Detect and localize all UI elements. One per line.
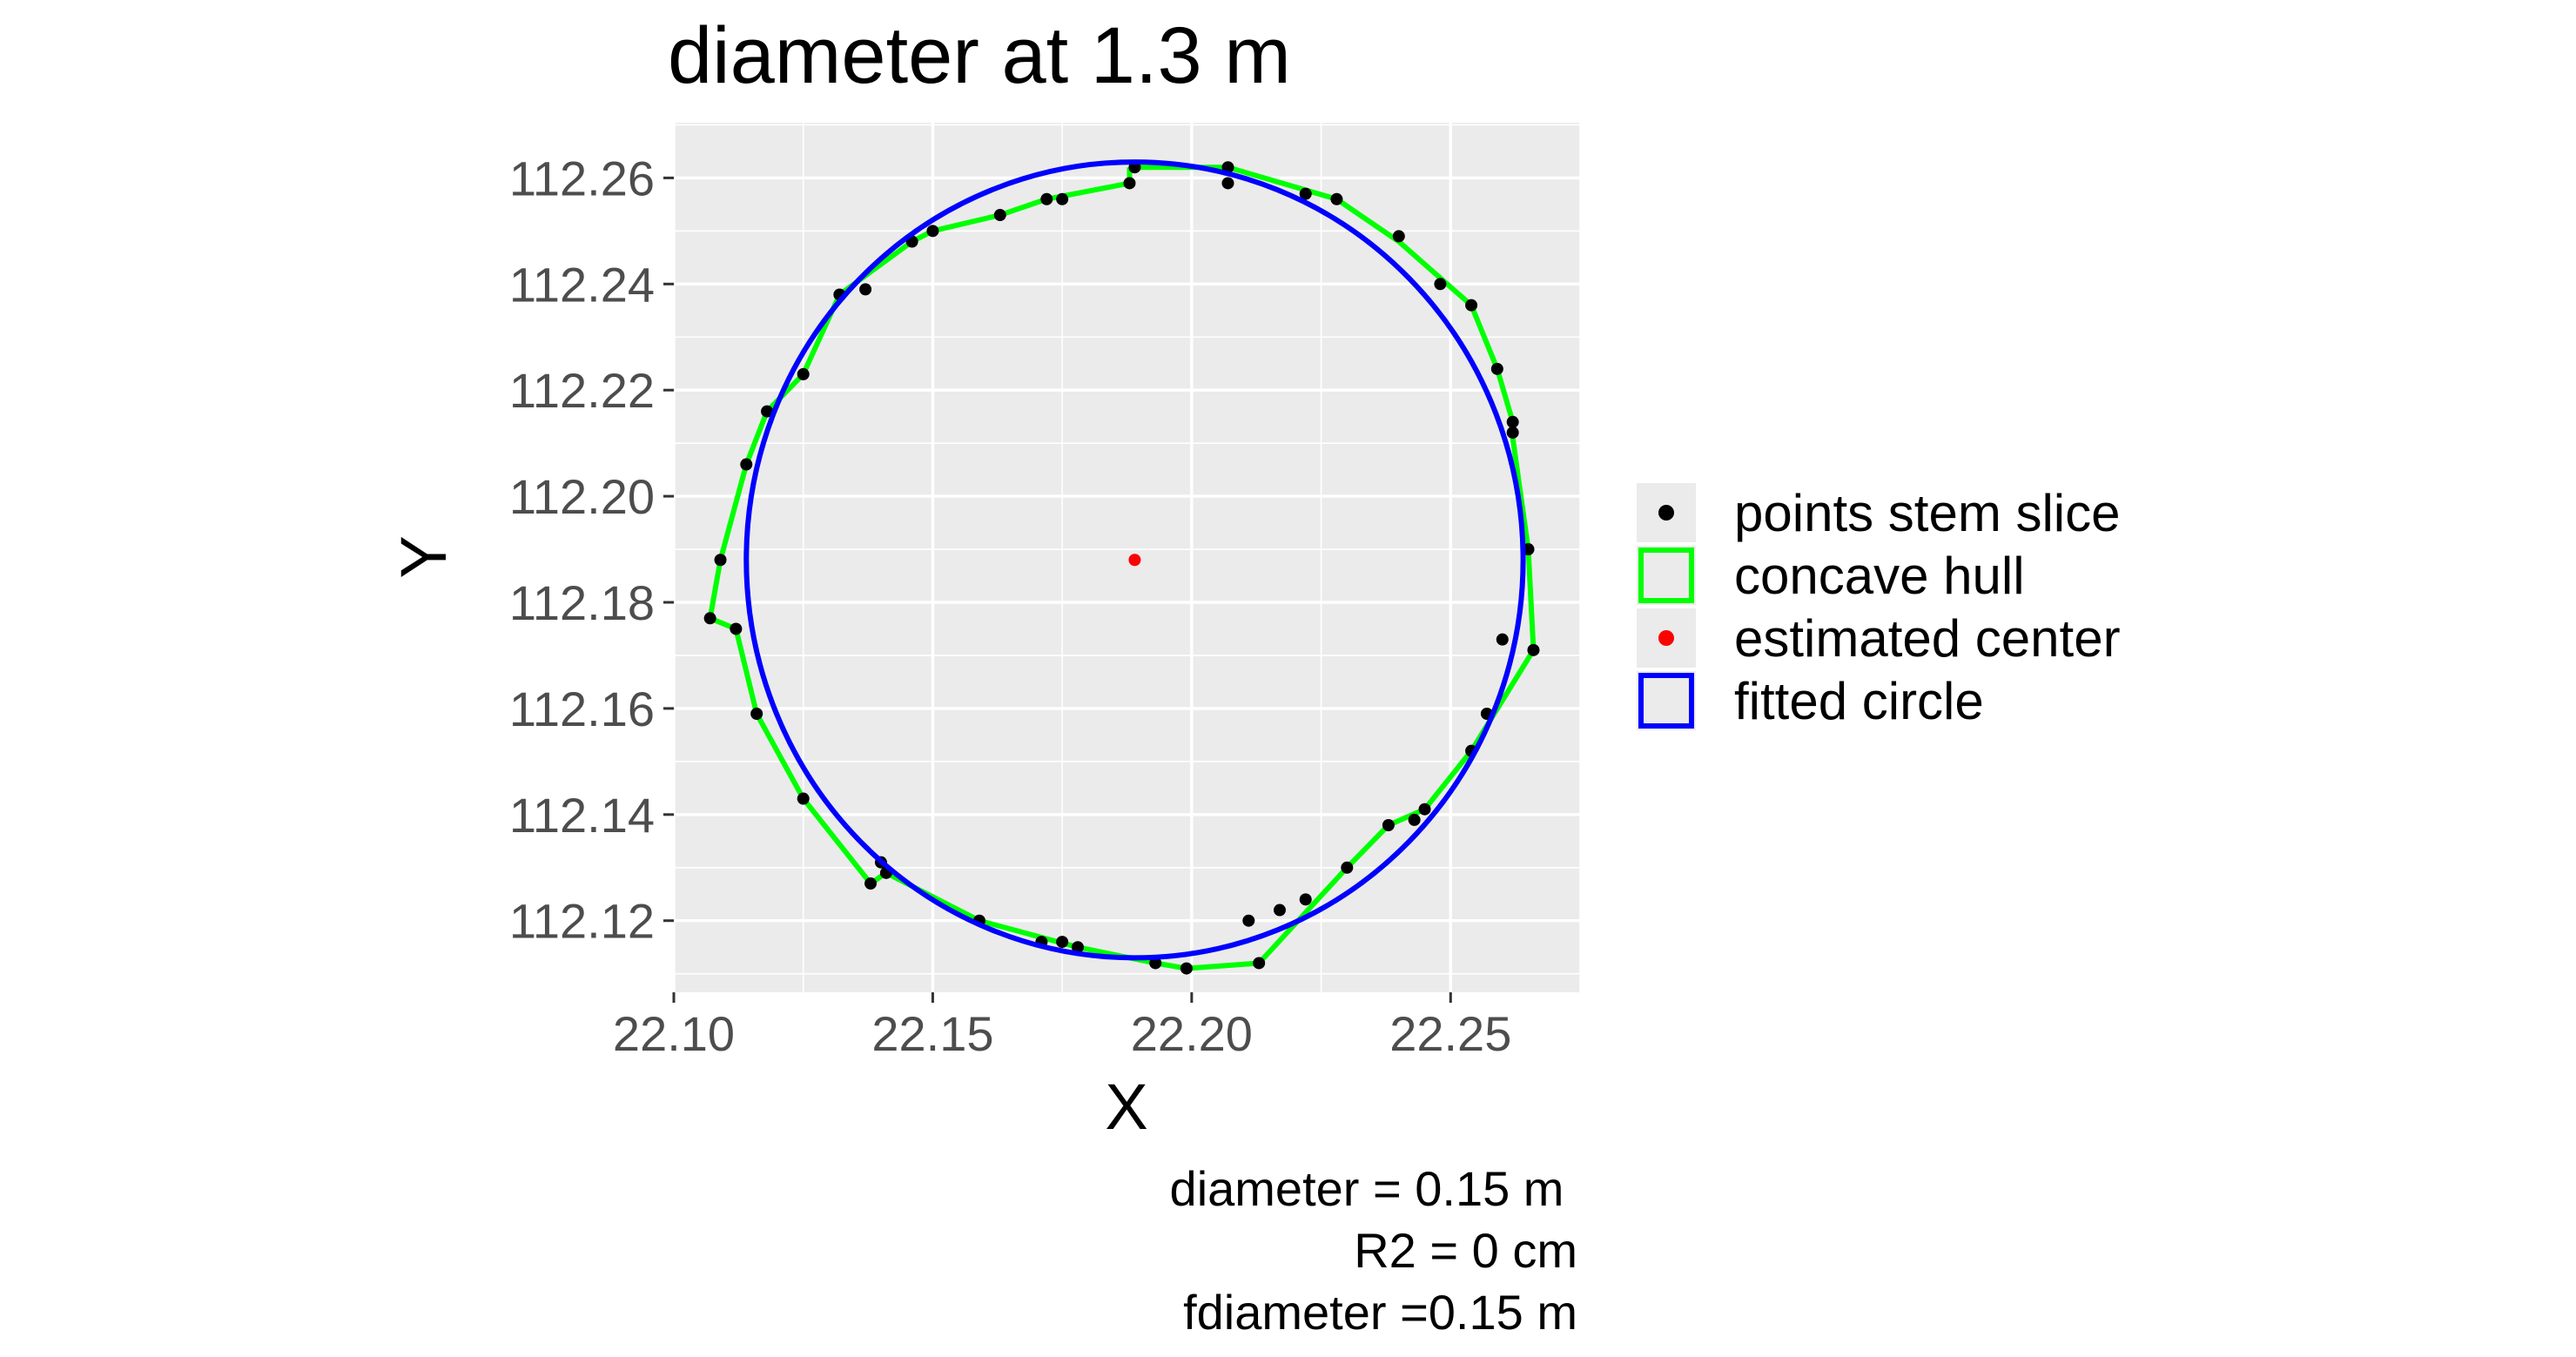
stem-slice-point [740, 458, 753, 471]
stem-slice-point [864, 877, 878, 890]
plot-panel [674, 123, 1580, 992]
stem-slice-point [750, 708, 763, 721]
stem-slice-point [1056, 192, 1069, 205]
x-tick-label: 22.25 [1389, 1006, 1511, 1061]
stem-slice-point [730, 622, 743, 635]
stem-slice-point [1299, 893, 1312, 906]
stem-slice-point [1149, 957, 1162, 970]
stem-slice-point [1496, 633, 1509, 646]
x-axis-title: X [1105, 1071, 1147, 1143]
stem-slice-point [1253, 957, 1266, 970]
legend-key-point [1658, 505, 1674, 521]
x-tick-label: 22.15 [871, 1006, 993, 1061]
legend-key-box [1638, 673, 1694, 729]
stem-slice-point [1299, 187, 1312, 200]
caption-r2: R2 = 0 cm [1354, 1223, 1577, 1278]
y-tick-label: 112.24 [509, 257, 655, 312]
stem-slice-point [1506, 426, 1519, 439]
stem-slice-point [1527, 643, 1540, 656]
stem-slice-point [761, 405, 774, 418]
stem-slice-point [1221, 177, 1234, 190]
stem-slice-point [993, 209, 1006, 222]
stem-slice-point [714, 554, 727, 567]
stem-slice-point [1040, 192, 1053, 205]
stem-slice-point [1392, 230, 1405, 243]
stem-slice-point [1071, 941, 1084, 954]
stem-slice-point [1434, 278, 1447, 291]
stem-slice-point [1408, 813, 1421, 826]
y-tick-label: 112.12 [509, 894, 655, 949]
y-tick-label: 112.14 [509, 788, 655, 843]
legend-key-box [1638, 548, 1694, 603]
stem-slice-point [1506, 415, 1519, 428]
legend-label: fitted circle [1734, 672, 1984, 730]
estimated-center-point [1128, 554, 1141, 567]
stem-slice-point [1341, 861, 1354, 874]
chart-title: diameter at 1.3 m [668, 11, 1291, 100]
caption-diameter: diameter = 0.15 m [1170, 1161, 1577, 1216]
stem-slice-point [1330, 192, 1343, 205]
stem-slice-point [703, 612, 716, 625]
stem-slice-point [1418, 803, 1431, 816]
stem-slice-point [1273, 904, 1286, 917]
stem-slice-point [859, 283, 872, 296]
y-tick-label: 112.18 [509, 575, 655, 630]
stem-slice-point [1056, 936, 1069, 949]
y-axis-title: Y [387, 535, 460, 578]
y-tick-label: 112.20 [509, 469, 655, 524]
caption-fdiameter: fdiameter =0.15 m [1183, 1285, 1577, 1340]
stem-slice-point [797, 792, 810, 805]
legend-label: estimated center [1734, 609, 2121, 668]
stem-slice-point [797, 367, 810, 380]
stem-slice-point [1465, 299, 1478, 312]
stem-slice-point [1180, 962, 1193, 975]
legend-key-background [1637, 546, 1696, 605]
stem-slice-point [1382, 819, 1395, 832]
stem-slice-point [1490, 362, 1503, 375]
legend-key-background [1637, 671, 1696, 730]
y-tick-label: 112.22 [509, 363, 655, 418]
y-tick-label: 112.16 [509, 682, 655, 736]
legend-key-point [1658, 630, 1674, 646]
axes: 22.10 22.15 22.20 22.25 112.12 112.14 112.16 11… [509, 151, 1511, 1061]
x-tick-label: 22.20 [1131, 1006, 1253, 1061]
stem-slice-point [926, 225, 939, 238]
legend-label: concave hull [1734, 547, 2025, 605]
stem-slice-point [1123, 177, 1136, 190]
plot-series [703, 159, 1540, 975]
y-tick-label: 112.26 [509, 151, 655, 205]
fitted-circle [743, 159, 1526, 961]
stem-slice-point [1242, 914, 1255, 927]
x-tick-label: 22.10 [613, 1006, 735, 1061]
legend-label: points stem slice [1734, 484, 2121, 542]
